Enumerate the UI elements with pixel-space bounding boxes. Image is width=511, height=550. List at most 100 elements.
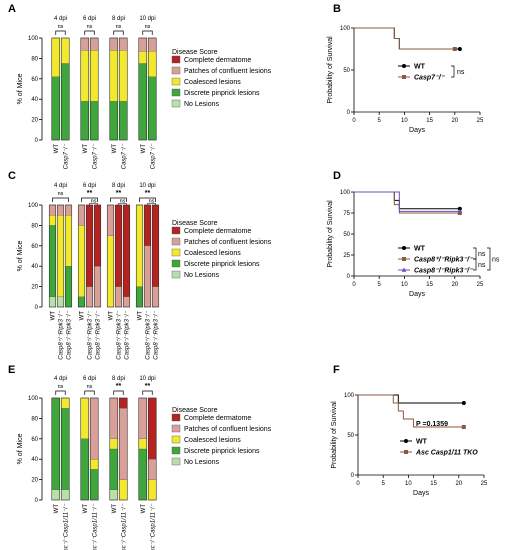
legend-swatch	[171, 237, 181, 246]
y-tick-label: 60	[31, 77, 38, 83]
bar-outline	[147, 397, 157, 501]
bar-segment	[49, 225, 56, 297]
bar-outline	[80, 37, 90, 141]
x-tick-label: 10	[401, 282, 408, 288]
y-axis-label: % of Mice	[17, 241, 24, 272]
significance-bracket	[139, 197, 156, 202]
y-tick-label: 0	[347, 110, 351, 116]
x-axis-label: Days	[409, 291, 425, 298]
x-tick-label: 15	[430, 481, 437, 487]
legend-swatch	[171, 270, 181, 279]
x-tick-label: 25	[481, 481, 488, 487]
bar-label: WT	[112, 504, 118, 514]
bar-segment	[57, 204, 64, 216]
bar-outline	[147, 37, 157, 141]
legend-title: Disease Score	[172, 220, 218, 227]
y-tick-label: 40	[31, 264, 38, 270]
x-tick-label: 10	[405, 481, 412, 487]
bar-label: Casp8⁻/⁻Ripk3⁻/⁻	[125, 310, 131, 360]
bar-outline	[51, 397, 61, 501]
y-axis-label: Probability of Survival	[327, 200, 334, 268]
bar-segment	[80, 438, 89, 501]
significance-bracket	[473, 247, 477, 260]
bar-outline	[60, 397, 70, 501]
bar-label: WT	[80, 311, 86, 321]
legend-entry: Discrete pinprick lesions	[184, 261, 260, 268]
legend-swatch	[171, 424, 181, 433]
bar-label: Asc⁻/⁻Casp1/11⁻/⁻	[150, 503, 156, 550]
bar-outline	[106, 204, 115, 308]
significance-label: ns	[478, 251, 486, 258]
series-line	[354, 27, 455, 50]
x-tick-label: 15	[426, 282, 433, 288]
legend-entry: No Lesions	[184, 101, 220, 108]
bar-outline	[114, 204, 123, 308]
significance-label: ns	[87, 24, 93, 30]
legend-swatch	[171, 77, 181, 86]
bar-label: WT	[51, 311, 57, 321]
legend-swatch	[171, 248, 181, 257]
bar-label: WT	[54, 504, 60, 514]
bar-outline	[118, 397, 128, 501]
x-tick-label: 0	[352, 118, 356, 124]
y-tick-label: 75	[343, 211, 350, 217]
bar-outline	[118, 37, 128, 141]
series-line	[354, 191, 460, 210]
bar-segment	[61, 37, 70, 64]
bar-segment	[107, 204, 114, 236]
bar-outline	[135, 204, 144, 308]
bar-segment	[123, 296, 130, 308]
bar-segment	[144, 245, 151, 308]
bar-segment	[119, 397, 128, 409]
data-point	[402, 257, 406, 261]
bar-label: Asc⁻/⁻Casp1/11⁻/⁻	[121, 503, 127, 550]
y-tick-label: 0	[351, 473, 355, 479]
bar-segment	[80, 37, 89, 51]
bar-label: WT	[109, 311, 115, 321]
bar-outline	[56, 204, 65, 308]
bar-segment	[78, 204, 85, 226]
significance-label: **	[145, 383, 151, 390]
bar-segment	[80, 50, 89, 102]
bar-label: Casp7⁻/⁻	[92, 143, 98, 169]
y-tick-label: 20	[31, 118, 38, 124]
bar-segment	[136, 204, 143, 287]
bar-segment	[90, 397, 99, 460]
bar-outline	[89, 397, 99, 501]
group-label: 10 dpi	[139, 376, 155, 382]
bar-segment	[152, 204, 159, 287]
y-tick-label: 0	[35, 138, 39, 144]
bar-segment	[148, 51, 157, 77]
data-point	[402, 75, 406, 79]
data-point	[404, 450, 408, 454]
series-line	[358, 394, 464, 428]
bar-segment	[152, 286, 159, 308]
y-tick-label: 50	[343, 68, 350, 74]
p-value-label: P =0.1359	[416, 421, 448, 428]
x-axis-label: Days	[409, 127, 425, 134]
bar-label: Asc⁻/⁻Casp1/11⁻/⁻	[92, 503, 98, 550]
x-tick-label: 20	[451, 118, 458, 124]
legend-swatch	[171, 413, 181, 422]
bar-label: Casp7⁻/⁻	[121, 143, 127, 169]
legend-entry: Complete dermatome	[184, 57, 251, 64]
data-point	[461, 401, 466, 405]
significance-label: ns	[492, 257, 500, 264]
bar-segment	[119, 479, 128, 501]
bar-label: WT	[83, 144, 89, 154]
significance-label: **	[116, 383, 122, 390]
bar-segment	[148, 459, 157, 480]
significance-label: **	[145, 190, 151, 197]
bar-segment	[148, 397, 157, 460]
y-tick-label: 100	[28, 396, 39, 402]
bar-segment	[119, 37, 128, 51]
legend: WT Asc Casp1/11 TKO	[400, 439, 478, 457]
series-line	[358, 394, 464, 404]
bar-label: WT	[141, 504, 147, 514]
panel-label-f: F	[333, 364, 340, 376]
legend-entry: Casp7⁻/⁻	[414, 75, 446, 82]
legend-swatch	[171, 259, 181, 268]
